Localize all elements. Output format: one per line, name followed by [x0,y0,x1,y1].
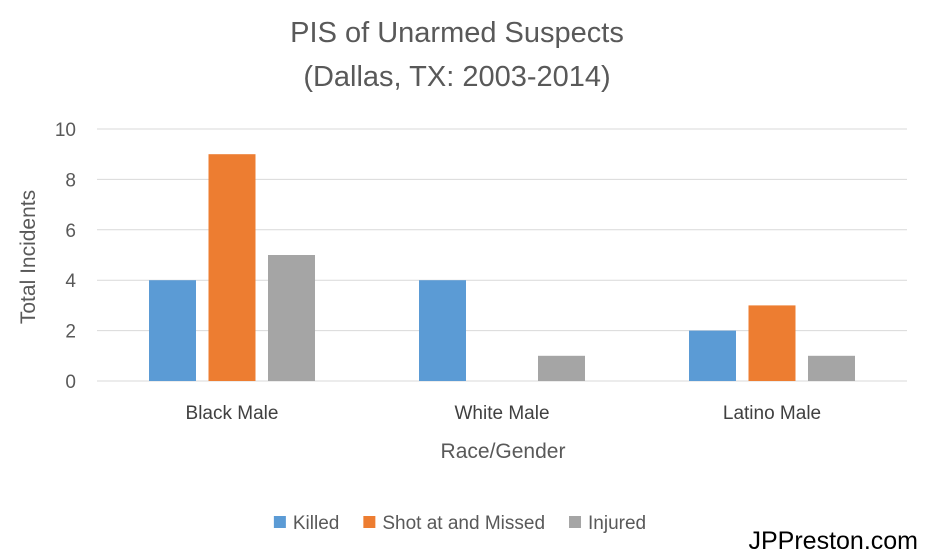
x-tick-label: Latino Male [723,403,821,424]
watermark: JPPreston.com [748,527,918,555]
bar-killed [149,280,196,381]
legend-swatch [363,516,376,528]
x-axis-ticks: Black Male White Male Latino Male [186,403,822,424]
y-tick-label: 10 [55,120,76,141]
bar-killed [419,280,466,381]
bars [149,154,855,381]
y-axis-ticks: 0 2 4 6 8 10 [55,120,77,393]
bar-shot-at-and-missed [748,305,796,381]
bar-killed [689,330,736,381]
y-axis-label: Total Incidents [17,190,40,324]
y-tick-label: 8 [65,170,76,191]
legend-swatch [569,516,582,528]
legend-label: Killed [293,513,339,534]
chart-title-line-2: (Dallas, TX: 2003-2014) [303,61,610,93]
y-tick-label: 4 [65,271,76,292]
x-tick-label: White Male [454,403,549,424]
y-tick-label: 6 [65,221,76,242]
x-axis-label: Race/Gender [441,440,566,463]
bar-shot-at-and-missed [208,154,256,381]
bar-injured [538,355,585,381]
y-tick-label: 2 [65,322,76,343]
legend-label: Shot at and Missed [382,513,545,534]
bar-injured [808,355,855,381]
y-tick-label: 0 [65,372,76,393]
legend: Killed Shot at and Missed Injured [273,513,646,534]
chart-title-line-1: PIS of Unarmed Suspects [290,17,624,49]
x-tick-label: Black Male [186,403,279,424]
legend-label: Injured [588,513,646,534]
bar-injured [268,255,315,381]
legend-swatch [273,516,286,528]
